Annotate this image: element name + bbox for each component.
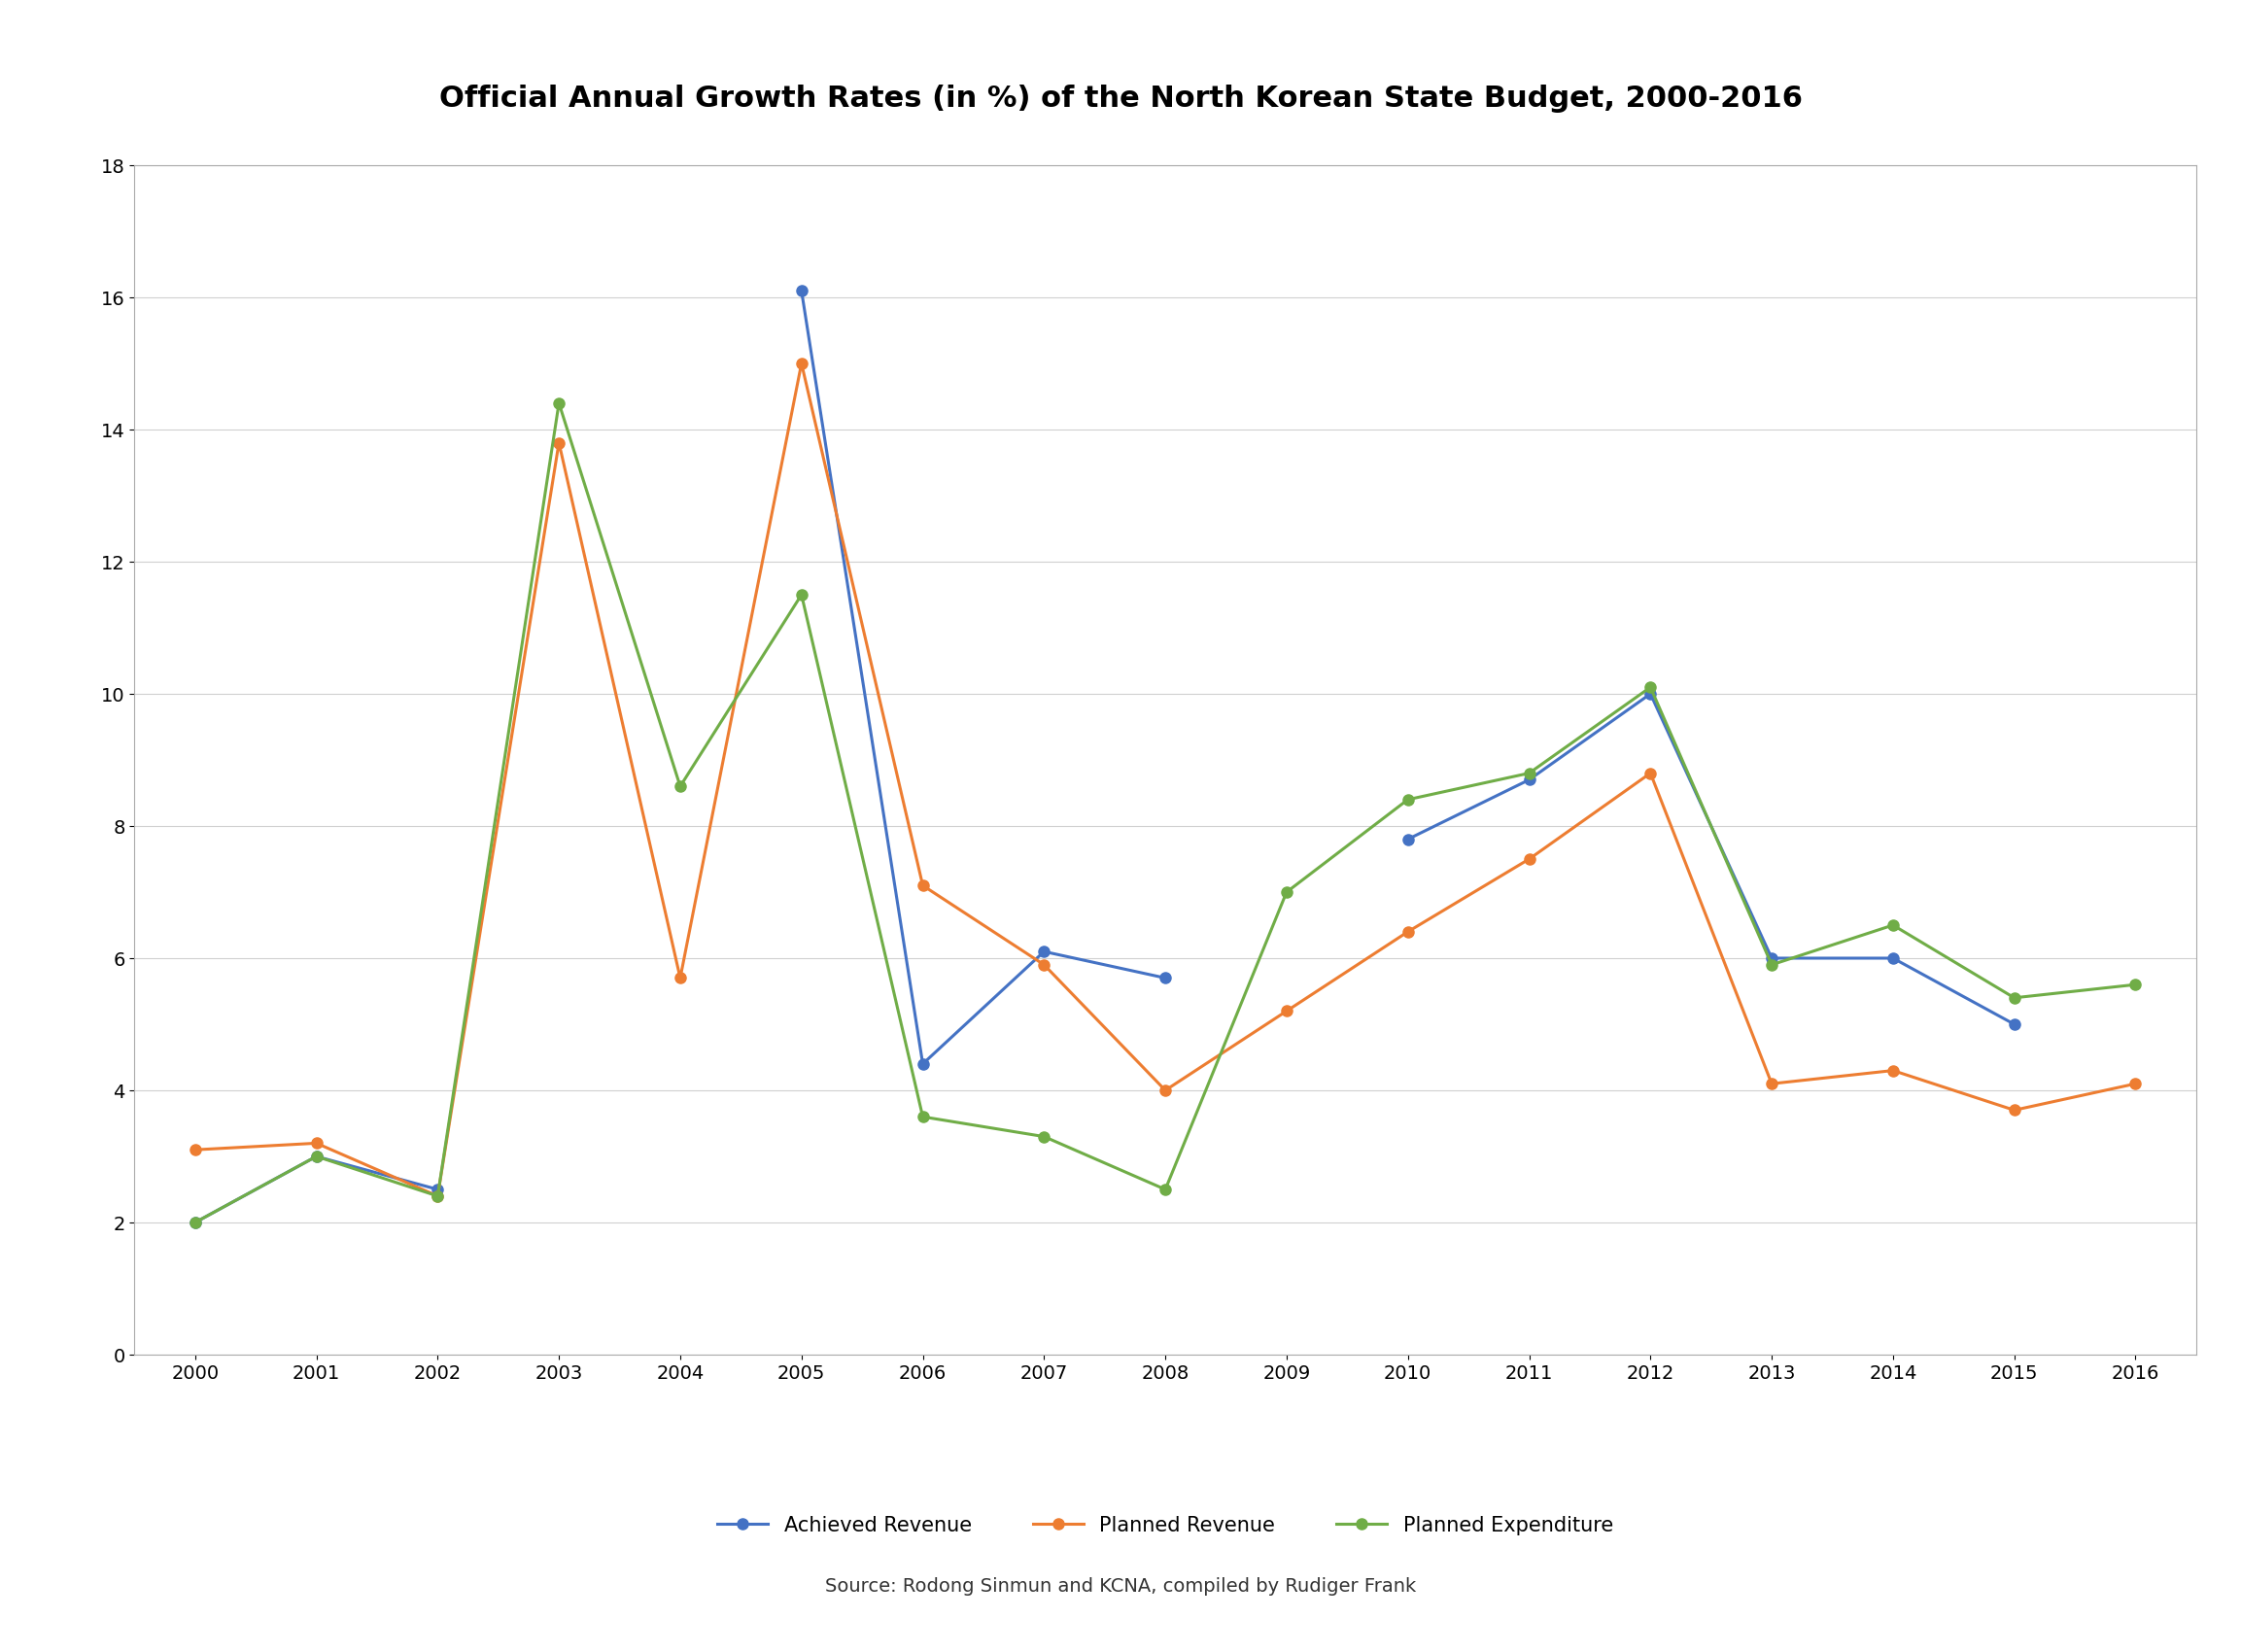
Planned Expenditure [1759,955,1786,975]
Planned Revenue [545,433,571,453]
Planned Expenditure [1880,915,1907,935]
Planned Expenditure [2122,975,2149,995]
Planned Revenue [668,968,695,988]
Planned Expenditure [1515,763,1542,783]
Planned Expenditure [910,1107,937,1127]
Planned Revenue [424,1186,450,1206]
Text: Source: Rodong Sinmun and KCNA, compiled by Rudiger Frank: Source: Rodong Sinmun and KCNA, compiled… [825,1576,1416,1596]
Achieved Revenue [424,1180,450,1199]
Planned Revenue [1880,1061,1907,1080]
Planned Expenditure [545,393,571,413]
Achieved Revenue [1636,684,1663,704]
Achieved Revenue [2001,1014,2028,1034]
Planned Expenditure [2001,988,2028,1008]
Planned Revenue [789,354,816,373]
Planned Expenditure [182,1213,208,1232]
Achieved Revenue [1031,942,1058,961]
Legend: Achieved Revenue, Planned Revenue, Planned Expenditure: Achieved Revenue, Planned Revenue, Plann… [710,1508,1620,1543]
Line: Planned Revenue: Planned Revenue [190,358,2140,1201]
Achieved Revenue [182,1213,208,1232]
Planned Revenue [303,1133,329,1153]
Planned Expenditure [1152,1180,1179,1199]
Planned Expenditure [789,585,816,605]
Planned Revenue [2122,1074,2149,1094]
Planned Revenue [1636,763,1663,783]
Achieved Revenue [910,1054,937,1074]
Planned Revenue [182,1140,208,1160]
Achieved Revenue [1394,829,1421,849]
Planned Expenditure [1394,790,1421,809]
Achieved Revenue [303,1146,329,1166]
Planned Revenue [910,876,937,895]
Line: Planned Expenditure: Planned Expenditure [190,398,2140,1227]
Planned Expenditure [1636,677,1663,697]
Planned Expenditure [303,1146,329,1166]
Planned Revenue [1152,1080,1179,1100]
Achieved Revenue [1515,770,1542,790]
Achieved Revenue [1880,948,1907,968]
Planned Expenditure [424,1186,450,1206]
Planned Revenue [2001,1100,2028,1120]
Achieved Revenue [789,281,816,301]
Planned Revenue [1273,1001,1300,1021]
Planned Revenue [1394,922,1421,942]
Planned Revenue [1515,849,1542,869]
Planned Expenditure [1031,1127,1058,1146]
Planned Expenditure [668,776,695,796]
Planned Expenditure [1273,882,1300,902]
Planned Revenue [1759,1074,1786,1094]
Line: Achieved Revenue: Achieved Revenue [190,286,2019,1227]
Planned Revenue [1031,955,1058,975]
Text: Official Annual Growth Rates (in %) of the North Korean State Budget, 2000-2016: Official Annual Growth Rates (in %) of t… [439,84,1802,114]
Achieved Revenue [1152,968,1179,988]
Achieved Revenue [1759,948,1786,968]
